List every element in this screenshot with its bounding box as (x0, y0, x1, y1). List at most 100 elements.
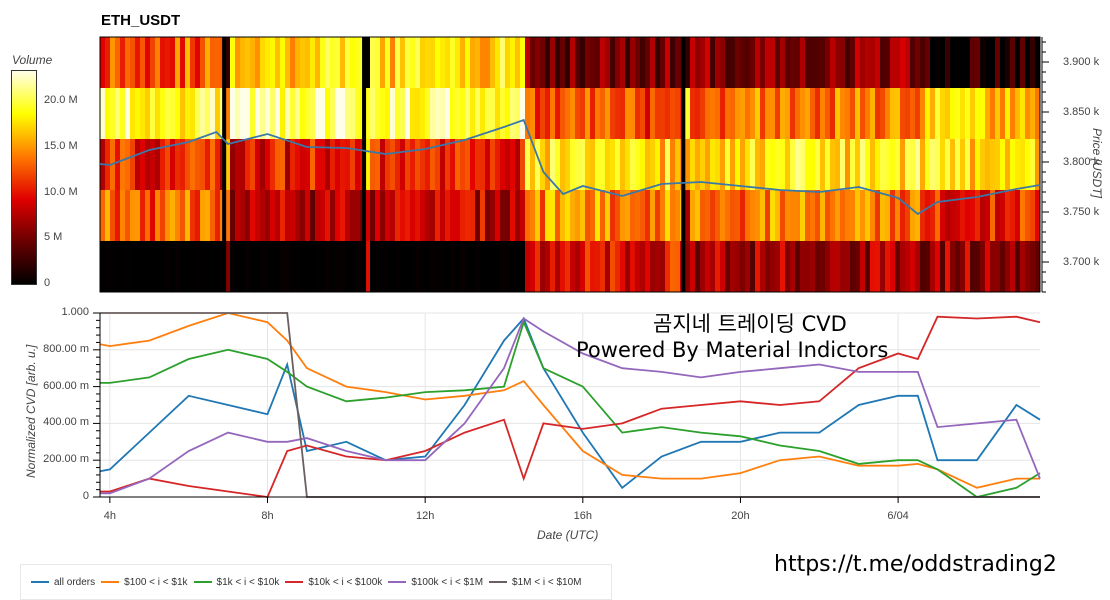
heatmap-cell (105, 88, 111, 140)
heatmap-cell (1025, 139, 1031, 191)
heatmap-cell (445, 190, 451, 242)
heatmap-cell (365, 139, 371, 191)
heatmap-cell (260, 37, 266, 89)
heatmap-cell (355, 241, 361, 293)
heatmap-cell (950, 139, 956, 191)
heatmap-cell (740, 241, 746, 293)
heatmap-cell (1005, 139, 1011, 191)
heatmap-cell (480, 37, 486, 89)
heatmap-cell (990, 88, 996, 140)
heatmap-cell (710, 139, 716, 191)
heatmap-cell (800, 241, 806, 293)
heatmap-cell (495, 190, 501, 242)
heatmap-cell (775, 139, 781, 191)
heatmap-cell (905, 241, 911, 293)
legend-item[interactable]: all orders (31, 577, 95, 588)
heatmap-cell (935, 88, 941, 140)
heatmap-cell (265, 139, 271, 191)
heatmap-cell (315, 190, 321, 242)
heatmap-cell (705, 190, 711, 242)
heatmap-cell (760, 139, 766, 191)
heatmap-cell (635, 241, 641, 293)
heatmap-cell (1025, 190, 1031, 242)
heatmap-cell (225, 37, 231, 89)
heatmap-cell (375, 37, 381, 89)
heatmap-cell (640, 139, 646, 191)
heatmap-cell (935, 139, 941, 191)
heatmap-cell (285, 190, 291, 242)
heatmap-cell (115, 37, 121, 89)
heatmap-cell (575, 37, 581, 89)
heatmap-cell (570, 190, 576, 242)
heatmap-cell (780, 241, 786, 293)
heatmap-cell (570, 241, 576, 293)
heatmap-cell (895, 190, 901, 242)
heatmap-cell (715, 139, 721, 191)
heatmap-cell (965, 241, 971, 293)
heatmap-cell (435, 139, 441, 191)
heatmap-cell (520, 88, 526, 140)
heatmap-cell (580, 190, 586, 242)
heatmap-cell (535, 37, 541, 89)
heatmap-cell (240, 37, 246, 89)
heatmap-cell (935, 37, 941, 89)
heatmap-cell (955, 88, 961, 140)
legend-item[interactable]: $100k < i < $1M (388, 577, 483, 588)
heatmap-cell (775, 241, 781, 293)
heatmap-cell (950, 88, 956, 140)
heatmap-cell (750, 241, 756, 293)
heatmap-cell (410, 241, 416, 293)
heatmap-cell (845, 139, 851, 191)
heatmap-cell (295, 190, 301, 242)
legend-item[interactable]: $100 < i < $1k (101, 577, 188, 588)
heatmap-cell (180, 241, 186, 293)
heatmap-cell (870, 190, 876, 242)
heatmap-cell (515, 241, 521, 293)
heatmap-cell (285, 241, 291, 293)
heatmap-cell (685, 139, 691, 191)
heatmap-cell (630, 241, 636, 293)
heatmap-cell (785, 139, 791, 191)
heatmap-cell (880, 241, 886, 293)
heatmap-cell (640, 241, 646, 293)
heatmap-cell (795, 139, 801, 191)
heatmap-cell (825, 241, 831, 293)
heatmap-cell (565, 37, 571, 89)
heatmap-cell (275, 37, 281, 89)
heatmap-cell (600, 190, 606, 242)
heatmap-cell (405, 139, 411, 191)
heatmap-cell (720, 88, 726, 140)
heatmap-cell (455, 190, 461, 242)
heatmap-cell (800, 190, 806, 242)
heatmap-cell (860, 88, 866, 140)
heatmap-cell (860, 37, 866, 89)
legend-item[interactable]: $1k < i < $10k (193, 577, 279, 588)
heatmap-cell (610, 241, 616, 293)
heatmap-cell (105, 190, 111, 242)
heatmap-cell (675, 37, 681, 89)
heatmap-cell (455, 88, 461, 140)
heatmap-cell (215, 241, 221, 293)
heatmap-cell (785, 241, 791, 293)
heatmap-cell (475, 37, 481, 89)
heatmap-cell (545, 190, 551, 242)
heatmap-cell (130, 241, 136, 293)
heatmap-cell (910, 139, 916, 191)
heatmap-cell (340, 88, 346, 140)
heatmap-cell (960, 241, 966, 293)
heatmap-cell (145, 37, 151, 89)
heatmap-cell (685, 37, 691, 89)
heatmap-cell (1010, 139, 1016, 191)
heatmap-cell (765, 190, 771, 242)
legend-item[interactable]: $10k < i < $100k (285, 577, 382, 588)
heatmap-cell (445, 88, 451, 140)
heatmap-cell (950, 241, 956, 293)
heatmap-cell (420, 139, 426, 191)
heatmap-cell (540, 139, 546, 191)
legend-item[interactable]: $1M < i < $10M (489, 577, 582, 588)
legend-swatch (285, 581, 304, 583)
y-tick: 800.00 m (43, 343, 89, 355)
heatmap-cell (540, 190, 546, 242)
heatmap-cell (140, 190, 146, 242)
heatmap-cell (520, 241, 526, 293)
